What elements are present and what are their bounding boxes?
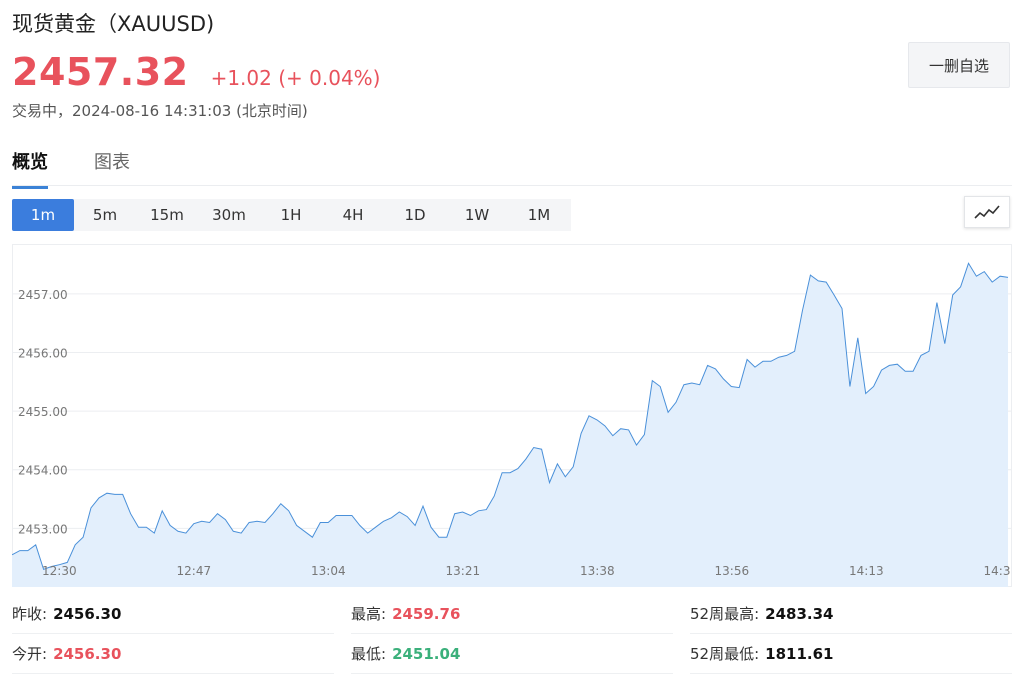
range-4h[interactable]: 4H: [342, 206, 364, 224]
stat-52w-high: 52周最高: 2483.34: [690, 594, 1012, 634]
x-tick-label: 13:21: [446, 564, 481, 578]
y-tick-label: 2455.00: [18, 405, 68, 419]
x-tick-label: 13:56: [715, 564, 750, 578]
tab-overview[interactable]: 概览: [12, 148, 48, 189]
stat-value: 2456.30: [53, 605, 122, 623]
price-row: 2457.32 +1.02 (+ 0.04%): [12, 50, 380, 94]
y-tick-label: 2456.00: [18, 346, 68, 360]
chart-type-button[interactable]: [964, 196, 1010, 228]
time-range-selector: 1m 5m 15m 30m 1H 4H 1D 1W 1M: [12, 199, 571, 231]
tab-bar: 概览 图表: [12, 146, 1012, 189]
line-chart-icon: [974, 205, 1000, 219]
x-tick-label: 12:47: [177, 564, 212, 578]
range-1w[interactable]: 1W: [464, 206, 490, 224]
x-tick-label: 14:3: [984, 564, 1011, 578]
price-chart[interactable]: 2453.00 2454.00 2455.00 2456.00 2457.00 12:30…: [12, 244, 1012, 587]
stat-value: 1811.61: [765, 645, 834, 663]
stat-label: 最低:: [351, 645, 387, 663]
price-line: [12, 262, 1009, 571]
price-chart-svg: 2453.00 2454.00 2455.00 2456.00 2457.00 12:30…: [12, 244, 1012, 587]
range-1d[interactable]: 1D: [404, 206, 426, 224]
current-price: 2457.32: [12, 50, 189, 94]
stat-52w-low: 52周最低: 1811.61: [690, 634, 1012, 674]
stat-label: 52周最低:: [690, 645, 760, 663]
stat-high: 最高: 2459.76: [351, 594, 673, 634]
stat-prev-close: 昨收: 2456.30: [12, 594, 334, 634]
y-tick-label: 2453.00: [18, 522, 68, 536]
stat-value: 2483.34: [765, 605, 834, 623]
remove-watchlist-button[interactable]: 一删自选: [908, 42, 1010, 88]
stat-value: 2456.30: [53, 645, 122, 663]
range-5m[interactable]: 5m: [92, 206, 118, 224]
range-15m[interactable]: 15m: [150, 206, 184, 224]
range-1m[interactable]: 1m: [12, 199, 74, 231]
stat-label: 今开:: [12, 645, 48, 663]
x-tick-label: 13:04: [311, 564, 346, 578]
page-title: 现货黄金（XAUUSD): [12, 12, 215, 36]
range-30m[interactable]: 30m: [212, 206, 246, 224]
stat-value: 2451.04: [392, 645, 461, 663]
stat-label: 52周最高:: [690, 605, 760, 623]
trading-status: 交易中，2024-08-16 14:31:03 (北京时间): [12, 102, 308, 120]
x-tick-label: 12:30: [42, 564, 77, 578]
stat-value: 2459.76: [392, 605, 461, 623]
range-1mo[interactable]: 1M: [527, 206, 551, 224]
y-tick-label: 2454.00: [18, 464, 68, 478]
stat-label: 昨收:: [12, 605, 48, 623]
stat-low: 最低: 2451.04: [351, 634, 673, 674]
price-area: [12, 263, 1008, 587]
stat-label: 最高:: [351, 605, 387, 623]
x-tick-label: 14:13: [849, 564, 884, 578]
price-change: +1.02 (+ 0.04%): [210, 66, 381, 90]
y-tick-label: 2457.00: [18, 288, 68, 302]
stat-open: 今开: 2456.30: [12, 634, 334, 674]
tab-chart[interactable]: 图表: [94, 152, 130, 173]
range-1h[interactable]: 1H: [280, 206, 302, 224]
x-tick-label: 13:38: [580, 564, 615, 578]
